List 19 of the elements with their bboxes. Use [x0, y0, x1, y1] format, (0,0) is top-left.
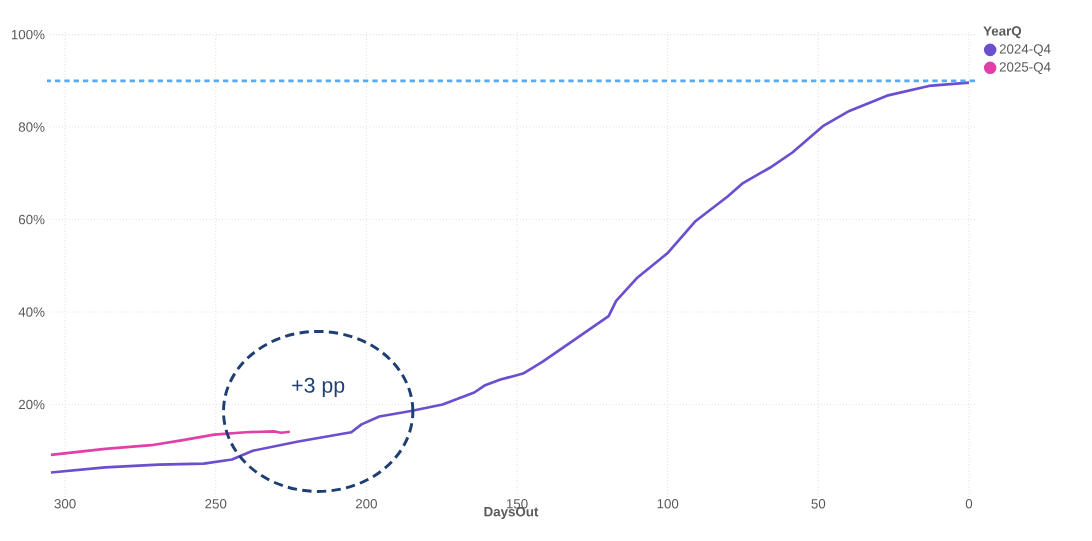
x-tick-label: 200: [355, 499, 377, 509]
x-axis-title: DaysOut: [484, 506, 539, 520]
x-tick-label: 100: [657, 499, 679, 509]
y-tick-label: 40%: [18, 307, 45, 317]
y-tick-label: 80%: [18, 122, 45, 132]
y-tick-label: 60%: [18, 214, 45, 225]
x-tick-label: 0: [965, 499, 973, 509]
y-tick-label: 20%: [18, 399, 45, 410]
x-tick-label: 50: [811, 499, 826, 509]
line-series: [49, 429, 292, 457]
legend-title: YearQ: [983, 26, 1022, 39]
x-tick-label: 250: [205, 499, 227, 509]
legend-label: 2024-Q4: [999, 44, 1051, 57]
y-tick-label: 100%: [11, 29, 45, 40]
x-tick-label: 150: [506, 499, 528, 509]
line-series: [49, 81, 971, 474]
legend-label: 2025-Q4: [999, 62, 1051, 75]
x-tick-label: 300: [54, 499, 76, 509]
annotation: +3 pp: [292, 377, 345, 398]
